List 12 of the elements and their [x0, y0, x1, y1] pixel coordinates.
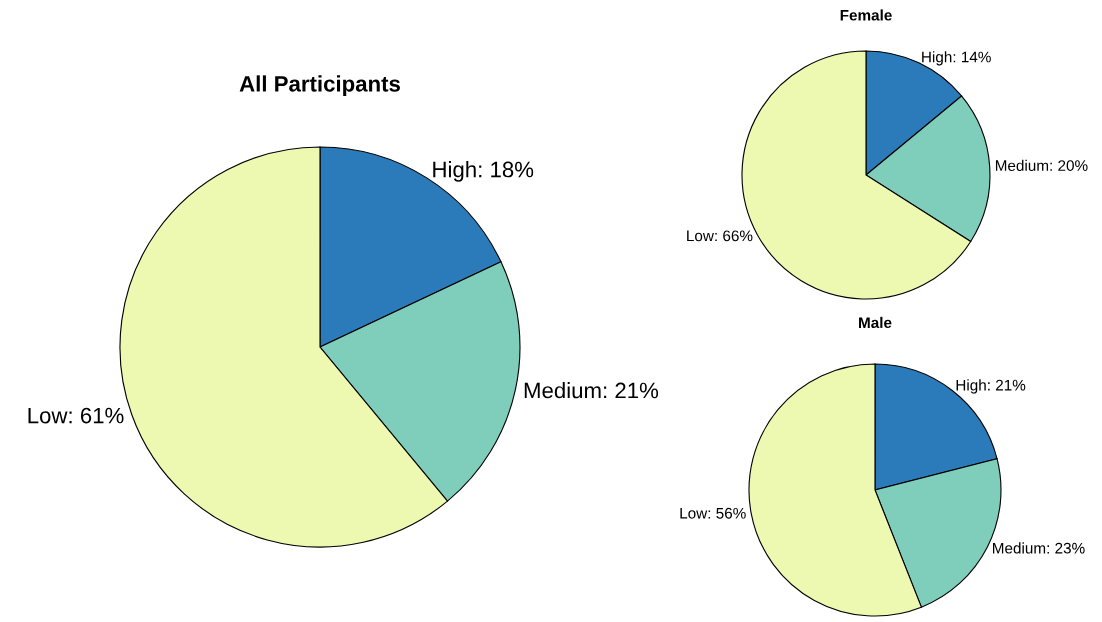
slice-label: High: 21% — [956, 379, 1026, 394]
slice-label: High: 14% — [922, 51, 991, 66]
slice-label: Medium: 21% — [524, 382, 659, 399]
slice-label: High: 18% — [433, 161, 534, 182]
chart-title: All Participants — [239, 75, 400, 97]
slice-label: Low: 61% — [28, 407, 124, 424]
slice-label: Low: 56% — [680, 507, 746, 519]
chart-title: Male — [859, 316, 892, 329]
slice-label: Medium: 23% — [993, 542, 1085, 554]
chart-title: Female — [840, 9, 892, 21]
slice-label: Low: 66% — [687, 230, 753, 242]
slice-label: Medium: 20% — [995, 159, 1088, 171]
